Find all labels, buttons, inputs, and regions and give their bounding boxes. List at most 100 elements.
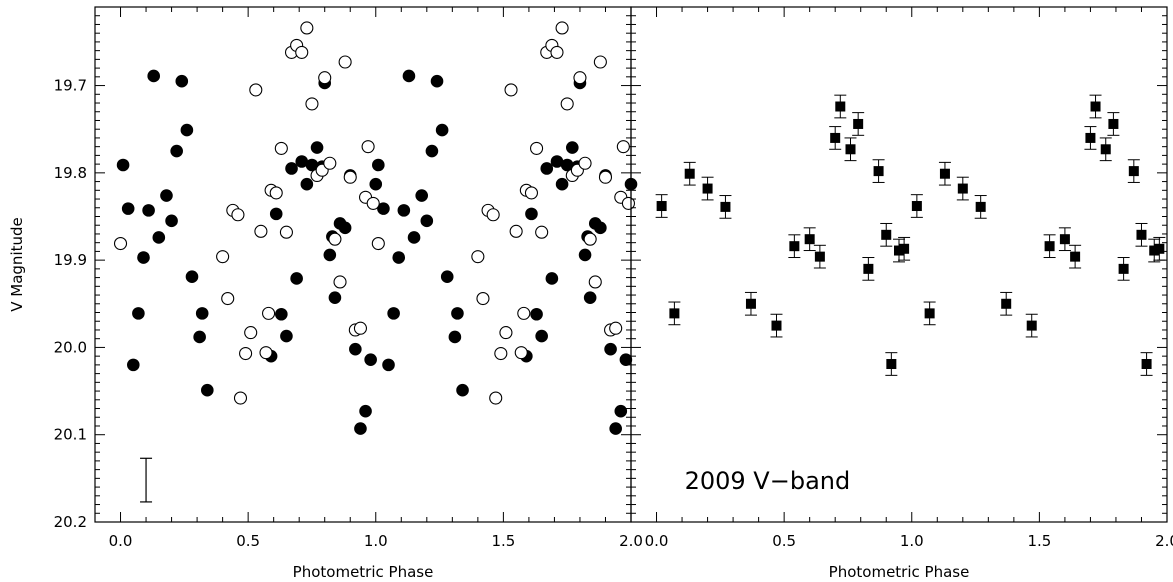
x-tick-label: 0.5 xyxy=(772,532,796,550)
data-point-filled xyxy=(354,422,367,435)
data-point-square xyxy=(924,308,935,319)
data-point-square xyxy=(1059,234,1070,245)
data-point-filled xyxy=(369,177,383,191)
y-tick-label: 20.0 xyxy=(54,338,87,356)
data-point-open xyxy=(578,156,592,170)
data-point-filled xyxy=(435,123,449,137)
data-point-filled xyxy=(535,329,548,343)
data-point-open xyxy=(244,326,258,340)
data-point-filled xyxy=(126,358,140,372)
data-point-filled xyxy=(448,330,462,344)
data-point-filled xyxy=(180,123,194,137)
data-point-open xyxy=(361,140,375,154)
data-point-square xyxy=(745,298,756,309)
data-point-filled xyxy=(195,307,209,320)
data-point-filled xyxy=(451,307,464,320)
x-axis-title: Photometric Phase xyxy=(293,563,434,581)
data-point-open xyxy=(333,275,347,289)
data-point-filled xyxy=(170,144,183,158)
data-point-square xyxy=(789,241,800,252)
data-point-open xyxy=(366,196,380,210)
y-tick-label: 19.7 xyxy=(54,77,87,95)
data-point-square xyxy=(1085,132,1096,143)
data-point-square xyxy=(957,183,968,194)
y-tick-label: 19.8 xyxy=(54,164,87,182)
plot-frame xyxy=(94,6,632,523)
data-point-square xyxy=(1070,251,1081,262)
data-point-square xyxy=(1108,118,1119,129)
data-point-open xyxy=(231,208,245,222)
data-point-filled xyxy=(377,202,390,215)
data-point-open xyxy=(254,224,268,238)
data-point-open xyxy=(259,346,273,360)
data-point-filled xyxy=(530,307,543,321)
data-point-open xyxy=(598,170,613,184)
band-annotation: 2009 V−band xyxy=(685,467,851,495)
data-point-filled xyxy=(359,404,372,418)
x-tick-label: 1.0 xyxy=(364,532,388,550)
data-point-open xyxy=(524,186,539,200)
data-point-open xyxy=(489,391,503,405)
left-panel: 0.0 0.5 1.0 1.5 2.0 19.7 19.8 19.9 20.0 20.1 20.2 P… xyxy=(8,6,643,581)
data-point-open xyxy=(555,21,569,35)
data-point-filled xyxy=(300,177,314,191)
data-point-square xyxy=(1044,241,1055,252)
data-point-open xyxy=(239,346,253,361)
x-tick-label: 2.0 xyxy=(1155,532,1173,550)
data-point-open xyxy=(476,291,490,306)
data-point-open xyxy=(323,156,337,170)
data-point-filled xyxy=(555,177,569,191)
y-tick-label: 20.2 xyxy=(54,513,87,531)
data-point-square xyxy=(845,144,856,155)
data-point-open xyxy=(499,326,513,340)
data-point-filled xyxy=(275,307,288,321)
x-tick-label: 2.0 xyxy=(619,532,643,550)
data-point-open xyxy=(305,97,319,111)
data-point-filled xyxy=(609,422,622,435)
data-point-open xyxy=(509,224,523,238)
data-point-filled xyxy=(594,221,607,235)
x-tick-label: 0.5 xyxy=(236,532,260,550)
data-point-open xyxy=(274,141,288,155)
y-tick-label: 20.1 xyxy=(54,426,87,444)
x-tick-label: 1.0 xyxy=(900,532,924,550)
data-point-square xyxy=(1136,229,1147,240)
data-point-square xyxy=(1128,166,1139,177)
data-point-square xyxy=(814,251,825,262)
data-point-filled xyxy=(132,307,145,320)
data-point-open xyxy=(353,321,367,335)
data-point-filled xyxy=(364,353,377,366)
data-point-filled xyxy=(578,248,592,262)
data-point-open xyxy=(550,45,564,59)
data-point-filled xyxy=(397,204,411,217)
data-point-square xyxy=(669,308,680,319)
data-point-open xyxy=(318,71,332,85)
data-point-filled xyxy=(142,204,155,217)
y-axis-title: V Magnitude xyxy=(8,217,26,312)
data-point-open xyxy=(371,237,385,251)
data-point-filled xyxy=(185,270,199,284)
data-point-open xyxy=(583,232,597,246)
data-point-open xyxy=(486,208,500,222)
data-point-filled xyxy=(525,207,538,221)
data-point-square xyxy=(1149,245,1160,256)
data-point-square xyxy=(881,229,892,240)
data-point-open xyxy=(494,346,508,361)
plot-frame xyxy=(630,6,1168,523)
data-point-filled xyxy=(440,270,454,284)
data-point-square xyxy=(939,168,950,179)
data-point-open xyxy=(517,306,531,320)
data-point-open xyxy=(300,21,314,35)
data-point-square xyxy=(975,201,986,212)
data-point-open xyxy=(328,232,342,246)
data-point-square xyxy=(863,263,874,274)
data-point-square xyxy=(1118,263,1129,274)
data-point-square xyxy=(853,118,864,129)
data-point-open xyxy=(514,346,528,360)
data-point-open xyxy=(216,250,230,264)
data-point-filled xyxy=(116,158,130,172)
data-point-square xyxy=(771,320,782,331)
data-point-square xyxy=(835,101,846,112)
data-point-square xyxy=(894,245,904,256)
